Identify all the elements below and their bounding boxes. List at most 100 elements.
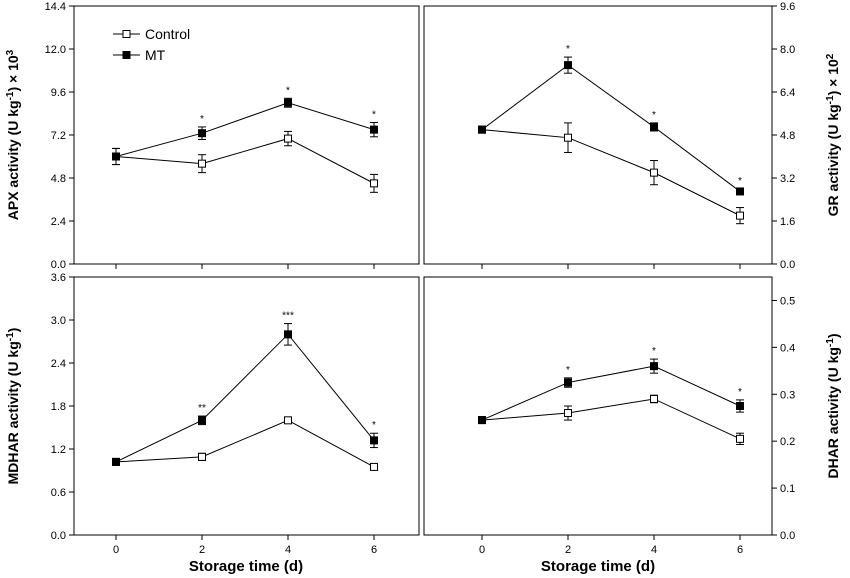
series-mt: [478, 56, 744, 196]
y-tick-label: 0.0: [780, 530, 795, 542]
significance-label: *: [372, 420, 376, 431]
x-tick-label: 6: [737, 544, 743, 556]
legend: Control MT: [113, 26, 190, 63]
y-tick-label: 7.2: [51, 130, 66, 142]
significance-label: ***: [282, 311, 294, 322]
significance-label: *: [652, 110, 656, 121]
panel-4: 0.0 0.1 0.2 0.3 0.4 0.5 0 2 4 6 DHAR activity (U k…: [423, 276, 842, 556]
y-tick-label: 3.6: [51, 272, 66, 284]
data-point: [564, 61, 572, 70]
y-axis-label: APX activity (U kg-1) × 103: [5, 49, 22, 220]
plot-frame: [73, 276, 420, 536]
series-control: [112, 130, 378, 193]
data-point: [370, 179, 378, 188]
panel-1: 0.0 2.4 4.8 7.2 9.6 12.0 14.4 APX activity (U k…: [5, 1, 420, 271]
data-point: [284, 416, 292, 425]
x-tick-label: 6: [371, 544, 377, 556]
x-axis-label: Storage time (d): [541, 558, 655, 575]
data-point: [736, 187, 744, 196]
y-tick-label: 1.2: [51, 444, 66, 456]
x-tick-label: 0: [479, 544, 485, 556]
y-tick-label: 0.0: [51, 530, 66, 542]
significance-label: *: [200, 114, 204, 125]
x-tick-label: 2: [199, 544, 205, 556]
y-tick-label: 3.2: [780, 173, 795, 185]
legend-marker-control: [122, 30, 131, 38]
y-tick-label: 4.8: [780, 130, 795, 142]
significance-label: *: [566, 365, 570, 376]
data-point: [650, 394, 658, 403]
data-point: [198, 129, 206, 138]
data-point: [478, 416, 486, 425]
legend-marker-mt: [122, 51, 131, 59]
series-line: [115, 138, 375, 184]
data-point: [284, 134, 292, 143]
data-point: [198, 416, 206, 425]
y-tick-label: 0.3: [780, 389, 795, 401]
series-line: [115, 419, 375, 468]
y-tick-label: 8.0: [780, 44, 795, 56]
plot-frame: [73, 5, 420, 265]
plot-frame: [423, 276, 773, 536]
data-point: [650, 122, 658, 131]
y-tick-label: 2.4: [51, 358, 66, 370]
data-point: [478, 125, 486, 134]
y-tick-label: 0.0: [51, 259, 66, 271]
series-mt: [112, 323, 378, 466]
data-point: [564, 409, 572, 418]
significance-label: *: [286, 85, 290, 96]
data-point: [736, 402, 744, 410]
y-tick-label: 1.8: [51, 401, 66, 413]
data-point: [112, 152, 120, 161]
data-point: [112, 457, 120, 466]
significance-label: *: [738, 176, 742, 187]
panel-2: 0.0 1.6 3.2 4.8 6.4 8.0 9.6 GR activity (U kg-1…: [423, 1, 842, 271]
legend-label-control: Control: [145, 26, 190, 42]
series-line: [481, 129, 741, 217]
series-line: [481, 398, 741, 440]
data-point: [370, 436, 378, 445]
significance-label: *: [652, 346, 656, 357]
series-mt: [478, 358, 744, 425]
x-tick-label: 4: [285, 544, 291, 556]
y-tick-label: 9.6: [51, 87, 66, 99]
series-control: [478, 394, 744, 445]
data-point: [198, 159, 206, 168]
y-tick-label: 3.0: [51, 315, 66, 327]
panel-3: 0.0 0.6 1.2 1.8 2.4 3.0 3.6 0 2 4 6 MDHAR activity …: [5, 272, 420, 556]
x-tick-label: 0: [113, 544, 119, 556]
y-axis-label: DHAR activity (U kg-1): [825, 333, 842, 478]
y-tick-label: 0.0: [780, 259, 795, 271]
legend-label-mt: MT: [145, 47, 166, 63]
data-point: [284, 98, 292, 107]
data-point: [736, 211, 744, 220]
data-point: [564, 133, 572, 142]
series-mt: [112, 97, 378, 166]
y-tick-label: 4.8: [51, 173, 66, 185]
y-tick-label: 14.4: [45, 1, 66, 13]
series-control: [112, 416, 378, 471]
y-tick-label: 0.1: [780, 483, 795, 495]
series-line: [481, 64, 741, 192]
data-point: [198, 452, 206, 461]
y-tick-label: 12.0: [45, 44, 66, 56]
y-tick-label: 2.4: [51, 216, 66, 228]
data-point: [284, 330, 292, 339]
plot-frame: [423, 5, 773, 265]
y-axis-label: MDHAR activity (U kg-1): [5, 328, 22, 485]
significance-label: *: [372, 109, 376, 120]
y-tick-label: 0.5: [780, 295, 795, 307]
y-tick-label: 6.4: [780, 87, 795, 99]
significance-label: *: [738, 387, 742, 398]
y-tick-label: 9.6: [780, 1, 795, 13]
series-line: [115, 333, 375, 463]
x-tick-label: 4: [651, 544, 657, 556]
data-point: [650, 362, 658, 371]
x-axis-label: Storage time (d): [189, 558, 303, 575]
x-tick-label: 2: [565, 544, 571, 556]
data-point: [370, 462, 378, 471]
y-axis-label: GR activity (U kg-1) × 102: [825, 53, 842, 216]
significance-label: **: [198, 403, 206, 414]
y-tick-label: 0.2: [780, 436, 795, 448]
